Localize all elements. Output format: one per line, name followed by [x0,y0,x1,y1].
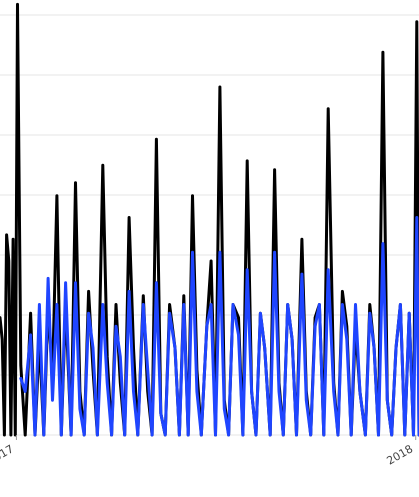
x-tick-label-2018: 2018 [384,442,415,467]
x-tick-label-2017: 2017 [0,442,16,467]
x-axis: 2017 2018 [0,435,417,468]
series-line-2 [19,216,419,437]
series-lines [0,2,419,437]
